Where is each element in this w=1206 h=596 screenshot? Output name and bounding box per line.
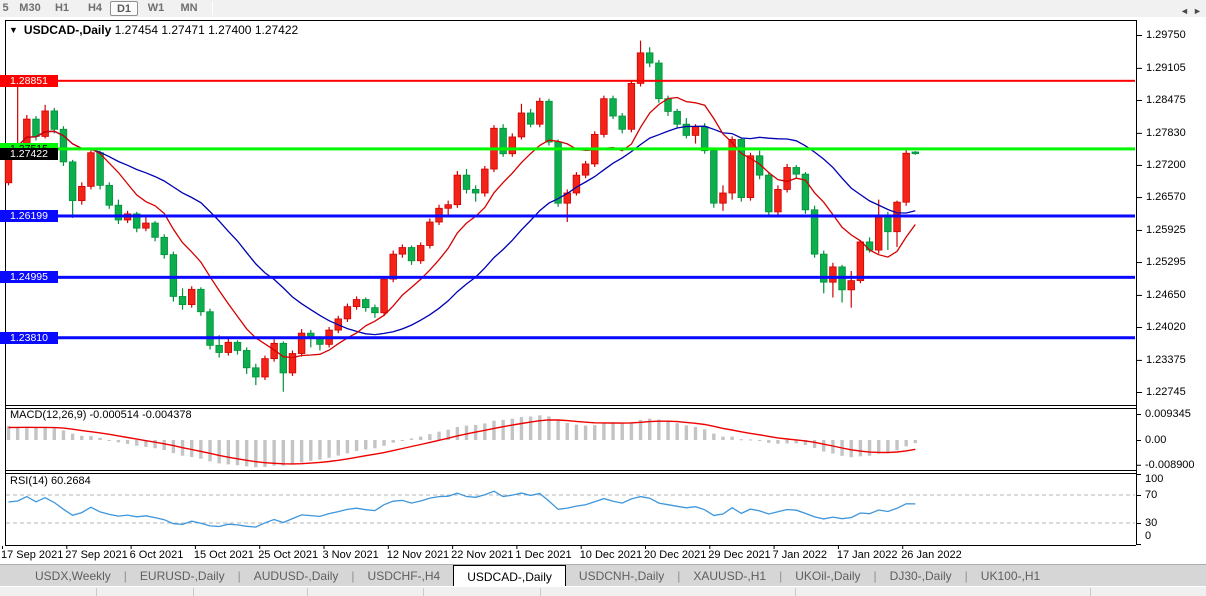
rsi-axis-tick-label: 0 (1145, 530, 1152, 542)
timeframe-button-d1[interactable]: D1 (110, 1, 138, 16)
status-bar-divider (193, 588, 194, 596)
price-axis-tick-label: 1.26570 (1146, 191, 1186, 204)
rsi-axis-tick-label: 30 (1145, 517, 1158, 529)
status-bar-divider (1090, 588, 1091, 596)
chart-tab-xauusd-h1[interactable]: XAUUSD-,H1 (693, 569, 767, 583)
date-axis-tick-label: 22 Nov 2021 (451, 549, 514, 561)
macd-label: MACD(12,26,9) -0.000514 -0.004378 (10, 409, 192, 421)
tab-scroll-right-icon[interactable]: ► (1193, 6, 1202, 16)
price-axis-tick-label: 1.27830 (1146, 126, 1186, 139)
date-axis-tick-label: 27 Sep 2021 (65, 549, 128, 561)
quote-open: 1.27454 (114, 23, 159, 37)
timeframe-button-mn[interactable]: MN (180, 2, 198, 14)
quote-low: 1.27400 (208, 23, 252, 37)
date-axis-tick-label: 20 Dec 2021 (644, 549, 707, 561)
status-bar-divider (423, 588, 424, 596)
tab-separator: | (237, 569, 241, 583)
price-level-badge: 1.26199 (0, 209, 58, 222)
macd-signal-value: -0.004378 (142, 409, 192, 421)
quote-high: 1.27471 (161, 23, 205, 37)
price-level-badge: 1.28851 (0, 74, 58, 87)
timeframe-button-h1[interactable]: H1 (54, 2, 70, 14)
date-axis-tick-label: 17 Sep 2021 (1, 549, 64, 561)
chart-tab-audusd-daily[interactable]: AUDUSD-,Daily (253, 569, 339, 583)
date-axis-tick-label: 3 Nov 2021 (322, 549, 379, 561)
date-axis-tick-label: 25 Oct 2021 (258, 549, 319, 561)
price-level-badge: 1.24995 (0, 271, 58, 284)
date-axis-tick-label: 29 Dec 2021 (708, 549, 771, 561)
chart-tab-usdchf-h4[interactable]: USDCHF-,H4 (367, 569, 441, 583)
macd-axis-tick-label: 0.00 (1145, 434, 1167, 446)
date-axis-tick-label: 6 Oct 2021 (129, 549, 184, 561)
timeframe-button-w1[interactable]: W1 (147, 2, 165, 14)
status-bar-divider (795, 588, 796, 596)
price-axis-tick-label: 1.27200 (1146, 158, 1186, 171)
rsi-axis-tick-label: 70 (1145, 489, 1158, 501)
tab-separator: | (677, 569, 681, 583)
chart-tab-eurusd-daily[interactable]: EURUSD-,Daily (139, 569, 225, 583)
chart-tab-usdcad-daily[interactable]: USDCAD-,Daily (453, 565, 566, 586)
tab-separator: | (964, 569, 968, 583)
chart-tab-usdcnh-daily[interactable]: USDCNH-,Daily (578, 569, 665, 583)
timeframe-button-5[interactable]: 5 (2, 2, 9, 14)
chart-tab-usdx-weekly[interactable]: USDX,Weekly (35, 569, 111, 583)
price-axis-tick-label: 1.24650 (1146, 288, 1186, 301)
status-bar-divider (540, 588, 541, 596)
date-axis-tick-label: 10 Dec 2021 (579, 549, 643, 561)
chart-title: ▼ USDCAD-,Daily 1.27454 1.27471 1.27400 1… (9, 23, 298, 37)
price-axis-tick-label: 1.29105 (1146, 61, 1186, 74)
chart-tab-uk100-h1[interactable]: UK100-,H1 (980, 569, 1041, 583)
tab-scroll-left-icon[interactable]: ◄ (1180, 6, 1189, 16)
chart-tab-bar: USDX,Weekly | EURUSD-,Daily | AUDUSD-,Daily |… (0, 564, 1206, 586)
date-axis-tick-label: 12 Nov 2021 (386, 549, 450, 561)
price-axis-tick-label: 1.23375 (1146, 353, 1186, 366)
symbol-name: USDCAD-,Daily (23, 23, 112, 37)
macd-axis-tick-label: -0.008900 (1145, 458, 1195, 471)
tab-separator: | (779, 569, 783, 583)
tab-separator: | (351, 569, 355, 583)
quote-close: 1.27422 (254, 23, 299, 37)
macd-value: -0.000514 (89, 409, 140, 421)
timeframe-button-m30[interactable]: M30 (19, 2, 41, 14)
chart-tab-dj30-daily[interactable]: DJ30-,Daily (889, 569, 952, 583)
price-axis-tick-label: 1.24020 (1146, 321, 1186, 334)
macd-axis-tick-label: 0.009345 (1145, 408, 1191, 420)
date-axis-tick-label: 1 Dec 2021 (515, 549, 572, 561)
timeframe-button-h4[interactable]: H4 (87, 2, 103, 14)
date-axis-tick-label: 26 Jan 2022 (901, 549, 962, 561)
symbol-dropdown-icon[interactable]: ▼ (9, 25, 18, 35)
status-bar (0, 586, 1206, 596)
chart-tab-ukoil-daily[interactable]: UKOil-,Daily (795, 569, 861, 583)
date-axis-tick-label: 15 Oct 2021 (193, 549, 254, 561)
timeframe-toolbar: 5 M30 H1 H4 D1 W1 MN (0, 0, 1206, 17)
toolbar-separator (212, 2, 213, 15)
rsi-axis-tick-label: 100 (1145, 473, 1164, 485)
current-price-badge: 1.27422 (0, 147, 58, 160)
price-axis-tick-label: 1.28475 (1146, 93, 1186, 106)
price-axis-tick-label: 1.22745 (1146, 386, 1186, 398)
price-axis-tick-label: 1.25925 (1146, 223, 1186, 236)
price-axis-tick-label: 1.29750 (1146, 29, 1186, 41)
rsi-label: RSI(14) 60.2684 (10, 475, 91, 487)
date-axis-tick-label: 7 Jan 2022 (772, 549, 828, 561)
rsi-value: 60.2684 (50, 475, 91, 487)
status-bar-divider (96, 588, 97, 596)
tab-separator: | (123, 569, 127, 583)
date-axis-tick-label: 17 Jan 2022 (836, 549, 898, 561)
tab-separator: | (873, 569, 877, 583)
status-bar-divider (307, 588, 308, 596)
price-level-badge: 1.23810 (0, 331, 58, 344)
price-axis-tick-label: 1.25295 (1146, 256, 1186, 269)
